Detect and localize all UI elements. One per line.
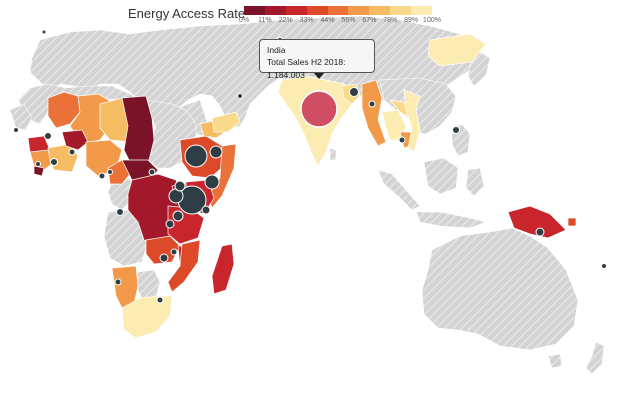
legend-swatch bbox=[285, 6, 307, 15]
sales-bubble[interactable] bbox=[368, 100, 376, 108]
legend-swatch bbox=[369, 6, 391, 15]
sales-bubble[interactable] bbox=[349, 87, 359, 97]
country-burkina-faso[interactable] bbox=[61, 129, 89, 151]
sales-bubble[interactable] bbox=[184, 144, 208, 168]
country-zambia[interactable] bbox=[145, 235, 181, 265]
legend-swatch bbox=[327, 6, 349, 15]
sales-bubble[interactable] bbox=[201, 205, 211, 215]
legend-swatch bbox=[306, 6, 328, 15]
sales-bubble[interactable] bbox=[452, 126, 460, 134]
legend-color-bar bbox=[244, 6, 433, 15]
data-countries bbox=[27, 33, 577, 339]
sales-bubble[interactable] bbox=[398, 136, 406, 144]
sales-bubble[interactable] bbox=[13, 127, 19, 133]
tooltip-arrow bbox=[313, 72, 325, 79]
sales-bubble[interactable] bbox=[98, 172, 106, 180]
tooltip: India Total Sales H2 2018: 1.184.003 bbox=[259, 39, 375, 80]
sales-bubble[interactable] bbox=[148, 168, 156, 176]
country-cameroon[interactable] bbox=[107, 159, 131, 185]
sales-bubble[interactable] bbox=[156, 296, 164, 304]
country-mauritania[interactable] bbox=[47, 91, 81, 129]
sales-bubble[interactable] bbox=[114, 278, 122, 286]
country-papua-new-guinea[interactable] bbox=[507, 205, 567, 239]
country-yemen[interactable] bbox=[211, 111, 241, 133]
country-madagascar[interactable] bbox=[211, 243, 235, 295]
country-myanmar[interactable] bbox=[361, 79, 387, 147]
sales-bubble[interactable] bbox=[209, 145, 223, 159]
sales-bubble[interactable] bbox=[41, 29, 47, 35]
sales-bubble[interactable] bbox=[50, 158, 58, 166]
country-south-africa[interactable] bbox=[121, 295, 173, 339]
sales-bubble[interactable] bbox=[174, 180, 186, 192]
sales-bubble[interactable] bbox=[237, 93, 243, 99]
sales-bubble[interactable] bbox=[107, 169, 113, 175]
country-mongolia-pale[interactable] bbox=[427, 33, 487, 67]
legend-tick-label: 56% bbox=[341, 17, 356, 24]
legend-tick-label: 78% bbox=[383, 17, 398, 24]
legend-swatch bbox=[264, 6, 286, 15]
country-sierra-leone[interactable] bbox=[33, 165, 45, 177]
sales-bubble[interactable] bbox=[165, 219, 175, 229]
legend-tick-label: 33% bbox=[299, 17, 314, 24]
legend-tick-label: 89% bbox=[404, 17, 419, 24]
legend-tick-label: 0% bbox=[238, 17, 250, 24]
legend-tick-label: 44% bbox=[320, 17, 335, 24]
legend-swatch bbox=[411, 6, 433, 15]
legend-swatch bbox=[390, 6, 412, 15]
country-vietnam[interactable] bbox=[403, 89, 421, 153]
country-mozambique[interactable] bbox=[167, 239, 201, 293]
sales-bubbles bbox=[13, 29, 607, 304]
sales-bubble[interactable] bbox=[601, 263, 607, 269]
sales-bubble[interactable] bbox=[116, 208, 124, 216]
legend-tick-label: 100% bbox=[423, 17, 441, 24]
sales-bubble[interactable] bbox=[44, 132, 52, 140]
india-sales-bubble[interactable] bbox=[300, 90, 338, 128]
legend-tick-label: 67% bbox=[362, 17, 377, 24]
legend-ticks: 0% 11% 22% 33% 44% 56% 67% 78% 89% 100% bbox=[239, 17, 441, 29]
sales-bubble[interactable] bbox=[535, 227, 545, 237]
sales-bubble[interactable] bbox=[35, 161, 41, 167]
tooltip-sales: Total Sales H2 2018: 1.184.003 bbox=[267, 57, 346, 80]
sales-bubble[interactable] bbox=[172, 210, 184, 222]
country-solomon-islands[interactable] bbox=[567, 217, 577, 227]
legend-title: Energy Access Rate bbox=[128, 6, 246, 21]
legend-tick-label: 11% bbox=[258, 17, 272, 24]
legend-swatch bbox=[348, 6, 370, 15]
sales-bubble[interactable] bbox=[170, 248, 178, 256]
tooltip-country: India bbox=[267, 45, 286, 55]
legend-swatch bbox=[244, 6, 265, 15]
color-legend: 0% 11% 22% 33% 44% 56% 67% 78% 89% 100% bbox=[239, 6, 441, 29]
sales-bubble[interactable] bbox=[159, 253, 169, 263]
sales-bubble[interactable] bbox=[68, 148, 76, 156]
sales-bubble[interactable] bbox=[204, 174, 220, 190]
legend-tick-label: 22% bbox=[278, 17, 293, 24]
